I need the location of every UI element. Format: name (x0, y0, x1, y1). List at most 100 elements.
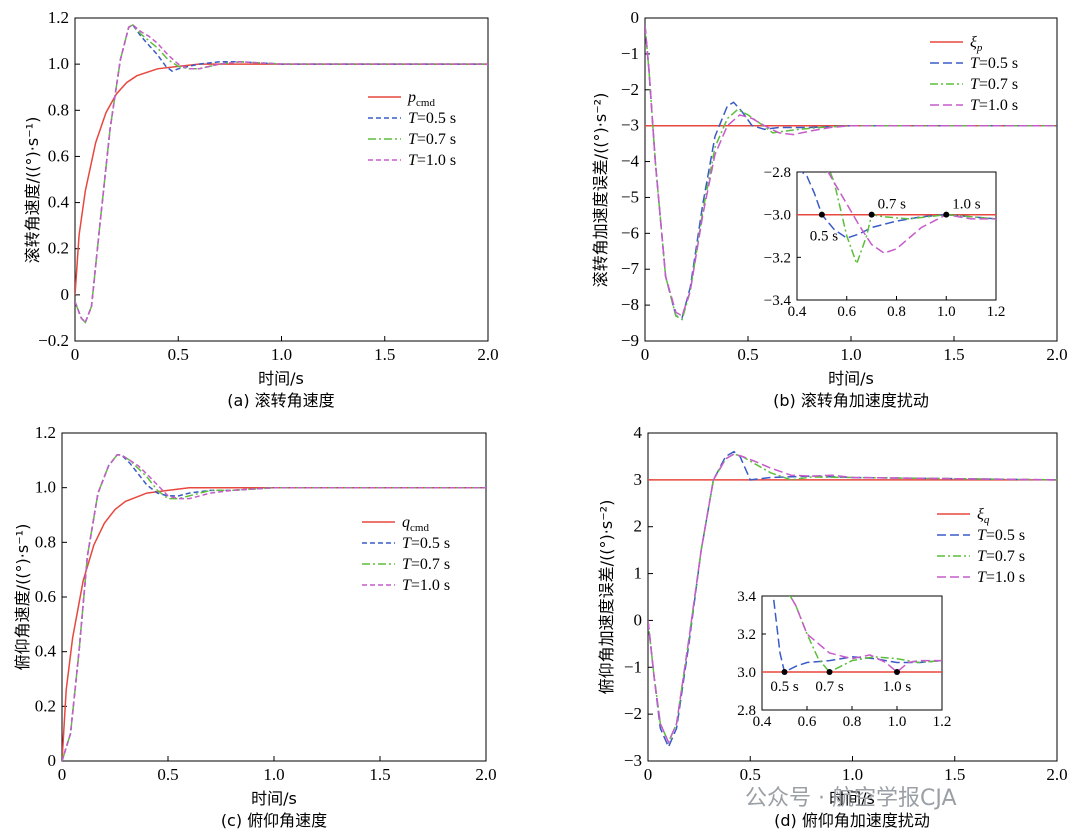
inset-marker-label-b-1: 0.7 s (878, 197, 907, 213)
axis-d-xtick-label: 0.5 (740, 765, 761, 784)
inset-axis-b-ytick-label: −3.0 (764, 208, 791, 224)
axis-b-xtick-label: 0 (641, 345, 650, 364)
inset-d-series-line-2 (789, 596, 942, 673)
inset-axis-d-xtick-label: 0.4 (753, 714, 772, 730)
axis-c-xtick-label: 0.5 (157, 765, 178, 784)
inset-marker-d-0 (781, 669, 788, 675)
axis-c-ytick-label: 0.4 (35, 642, 57, 661)
legend-label-b-2: T=0.7 s (970, 76, 1018, 93)
y-axis-label-d: 俯仰角加速度误差/((°)·s⁻²) (597, 500, 616, 695)
chart-d-series-line-1 (648, 450, 1057, 749)
inset-axis-b-xtick-label: 1.2 (987, 304, 1006, 320)
axis-a-ytick-label: −0.2 (38, 331, 69, 350)
axis-b-xtick-label: 1.0 (840, 345, 861, 364)
inset-axis-b-ytick-label: −3.4 (764, 293, 792, 309)
inset-d-series-line-1 (772, 596, 942, 674)
axis-a-ytick-label: 1.2 (48, 8, 69, 27)
caption-a: (a) 滚转角速度 (227, 391, 334, 410)
x-axis-label-a: 时间/s (258, 369, 304, 388)
y-axis-label-c: 俯仰角速度/((°)·s⁻¹) (13, 524, 32, 671)
legend-label-d-2: T=0.7 s (977, 548, 1025, 565)
watermark: 公众号 · 航空学报CJA (745, 786, 957, 811)
axis-c-xtick-label: 0 (58, 765, 67, 784)
axis-d-ytick-label: 1 (634, 564, 643, 583)
legend-label-a-0: pcmd (407, 89, 435, 109)
x-axis-label-c: 时间/s (251, 789, 297, 808)
inset-axis-d-xtick-label: 1.2 (933, 714, 952, 730)
chart-panel-b: 0 0.5 1.0 1.5 2.0 −9 −8 −7 −6 −5 −4 −3 −2 −1 0 时间/s (b) … (591, 8, 1068, 410)
inset-marker-label-d-1: 0.7 s (815, 679, 844, 695)
inset-marker-label-d-2: 1.0 s (883, 679, 912, 695)
caption-b: (b) 滚转角加速度扰动 (773, 391, 929, 410)
legend-label-c-1: T=0.5 s (402, 535, 450, 552)
axis-b-ytick-label: −4 (621, 152, 640, 171)
y-axis-label-b: 滚转角加速度误差/((°)·s⁻²) (591, 93, 610, 288)
axis-a-ytick-label: 0.8 (48, 100, 69, 119)
axis-d-ytick-label: 4 (634, 423, 643, 442)
legend-label-b-1: T=0.5 s (970, 55, 1018, 72)
axis-b-ytick-label: −3 (621, 116, 639, 135)
axis-b-ytick-label: −6 (621, 223, 639, 242)
axis-a-xtick-label: 0 (71, 345, 80, 364)
inset-marker-label-b-2: 1.0 s (952, 197, 981, 213)
axis-a-ytick-label: 0.4 (48, 193, 70, 212)
axis-a-xtick-label: 1.5 (374, 345, 395, 364)
axis-d-xtick-label: 0 (644, 765, 653, 784)
axis-b-ytick-label: −1 (621, 44, 639, 63)
legend-label-a-3: T=1.0 s (408, 152, 456, 169)
legend-label-b-0: ξp (970, 34, 983, 54)
inset-axis-b-xtick-label: 0.6 (837, 304, 856, 320)
inset-axis-d-ytick-label: 3.2 (737, 627, 756, 643)
chart-a-series-line-3 (75, 23, 488, 324)
caption-d: (d) 俯仰角加速度扰动 (774, 811, 930, 830)
inset-d-series-line-3 (789, 596, 942, 673)
axis-c-xtick-label: 2.0 (475, 765, 496, 784)
axis-d-xtick-label: 1.0 (842, 765, 863, 784)
inset-axis-d-ytick-label: 3.0 (737, 665, 756, 681)
axis-c-frame (61, 432, 487, 762)
axis-a-ytick-label: 0.2 (48, 239, 69, 258)
chart-panel-d: 0 0.5 1.0 1.5 2.0 −3 −2 −1 0 1 2 3 4 时间/s (d) 俯仰角加速度扰动… (597, 423, 1068, 830)
inset-axis-d-xtick-label: 1.0 (888, 714, 907, 730)
axis-d-ytick-label: 0 (634, 610, 643, 629)
inset-marker-b-0 (818, 211, 825, 218)
legend-label-c-3: T=1.0 s (402, 577, 450, 594)
axis-b-xtick-label: 2.0 (1046, 345, 1067, 364)
inset-axis-b-ytick-label: −3.2 (764, 250, 791, 266)
chart-c-series-line-1 (62, 454, 486, 761)
caption-c: (c) 俯仰角速度 (221, 811, 327, 830)
axis-b-ytick-label: −7 (621, 259, 640, 278)
x-axis-label-d: 时间/s (829, 789, 875, 808)
axis-c-ytick-label: 1.0 (35, 478, 56, 497)
chart-c-series-line-0 (62, 486, 486, 761)
inset-marker-label-b-0: 0.5 s (810, 229, 839, 245)
axis-b-ytick-label: −2 (621, 80, 639, 99)
axis-a-ytick-label: 1.0 (48, 54, 69, 73)
inset-axis-d-xtick-label: 0.6 (798, 714, 817, 730)
inset-d: 0.4 0.6 0.8 1.0 1.2 2.8 3.0 3.2 3.4 0.5 s 0.7 s 1.0… (737, 589, 952, 730)
axis-b-xtick-label: 1.5 (943, 345, 964, 364)
axis-c-xtick-label: 1.5 (369, 765, 390, 784)
axis-b-ytick-label: −9 (621, 331, 639, 350)
axis-b-xtick-label: 0.5 (737, 345, 758, 364)
inset-marker-d-2 (894, 669, 900, 675)
axis-c-xtick-label: 1.0 (263, 765, 284, 784)
chart-b-series-line-3 (645, 25, 1057, 318)
axis-d-ytick-label: −2 (624, 704, 642, 723)
chart-c-series-line-3 (62, 454, 486, 761)
inset-axis-d-ytick-label: 2.8 (737, 703, 756, 719)
y-axis-label-a: 滚转角速度/((°)·s⁻¹) (23, 117, 42, 264)
legend-label-d-1: T=0.5 s (977, 527, 1025, 544)
axis-d-xtick-label: 1.5 (944, 765, 965, 784)
axis-c-ytick-label: 0 (48, 751, 57, 770)
legend-label-a-1: T=0.5 s (408, 110, 456, 127)
axis-b-ytick-label: −5 (621, 187, 639, 206)
inset-axis-d-ytick-label: 3.4 (737, 589, 756, 605)
chart-panel-a: 0 0.5 1.0 1.5 2.0−0.200.20.40.60.81.01.2时间/s… (23, 8, 499, 410)
axis-c-ytick-label: 0.8 (35, 532, 56, 551)
axis-a-ytick-label: 0.6 (48, 146, 69, 165)
chart-a-series-line-2 (75, 23, 488, 324)
chart-b-series-line-1 (645, 25, 1057, 319)
axis-a-xtick-label: 2.0 (477, 345, 498, 364)
